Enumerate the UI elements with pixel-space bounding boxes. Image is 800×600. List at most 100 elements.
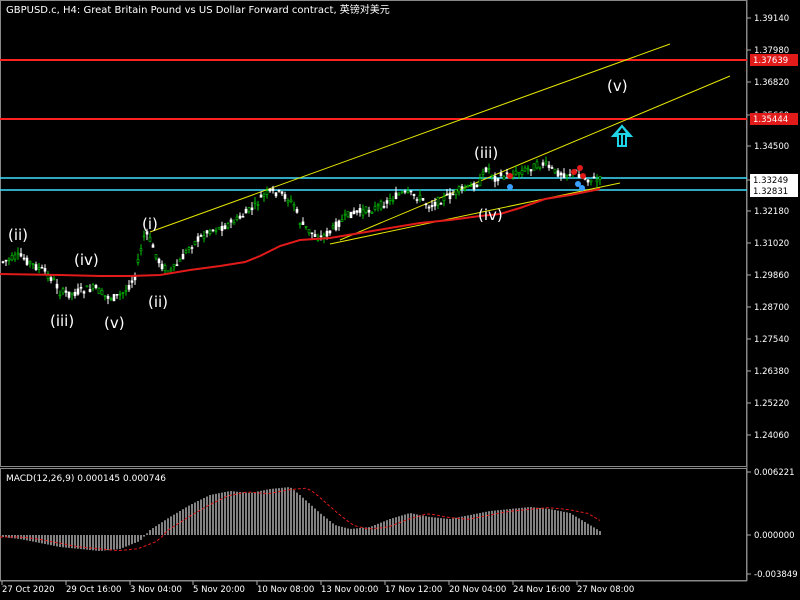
candle-body	[55, 283, 59, 289]
candle-body	[532, 163, 536, 171]
candle-body	[85, 285, 89, 288]
candle-body	[484, 167, 488, 172]
candle-body	[16, 252, 20, 255]
candle-body	[10, 254, 14, 261]
wave-label: (iii)	[474, 144, 498, 162]
candle-body	[133, 276, 137, 281]
candle-body	[163, 265, 167, 271]
candle-body	[460, 186, 464, 189]
macd-label: MACD(12,26,9) 0.000145 0.000746	[6, 474, 166, 484]
candle-body	[22, 257, 26, 260]
candle-body	[346, 211, 350, 218]
marker-icon	[507, 173, 513, 179]
time-tick-label: 20 Nov 04:00	[449, 585, 506, 595]
candle-body	[196, 236, 200, 242]
candle-body	[445, 193, 449, 196]
candle-body	[226, 223, 230, 229]
candle-body	[190, 247, 194, 249]
candle-body	[562, 173, 566, 178]
candle-body	[439, 203, 443, 205]
candle-body	[427, 206, 431, 209]
candle-body	[121, 292, 125, 294]
wave-label: (iii)	[50, 312, 74, 330]
candle-body	[94, 285, 98, 288]
candle-body	[187, 247, 191, 250]
candle-body	[424, 203, 428, 206]
marker-icon	[575, 181, 581, 187]
candle-body	[64, 290, 68, 293]
candle-body	[214, 230, 218, 233]
price-tick-label: 1.25220	[754, 399, 789, 409]
candle-body	[211, 229, 215, 232]
candle-body	[394, 192, 398, 199]
candle-body	[481, 171, 485, 175]
candle-body	[520, 170, 524, 175]
candle-body	[127, 284, 131, 290]
candle-body	[193, 240, 197, 245]
candle-body	[340, 219, 344, 222]
candle-body	[4, 259, 8, 262]
price-tag-label: 1.37639	[753, 56, 788, 66]
wave-label: (ii)	[8, 226, 28, 244]
candle-body	[157, 258, 161, 264]
candle-body	[514, 170, 518, 175]
time-tick-label: 29 Oct 16:00	[66, 585, 121, 595]
candle-body	[361, 209, 365, 216]
candle-body	[373, 206, 377, 210]
arrow-outline-icon	[610, 124, 634, 147]
wave-label: (ii)	[148, 293, 168, 311]
candle-body	[124, 290, 128, 292]
wave-label: (iv)	[478, 206, 503, 224]
candle-body	[154, 254, 158, 259]
candle-body	[334, 221, 338, 231]
candle-body	[40, 266, 44, 269]
macd-tick-label: 0.000000	[754, 531, 795, 541]
candle-body	[106, 295, 110, 299]
candle-body	[523, 167, 527, 172]
candle-body	[364, 206, 368, 213]
candle-body	[43, 268, 47, 272]
candle-body	[517, 172, 521, 175]
channel-upper-line[interactable]	[149, 43, 671, 233]
candle-body	[415, 199, 419, 201]
channel-lower-line[interactable]	[329, 182, 621, 245]
candle-body	[559, 172, 563, 176]
candle-body	[496, 178, 500, 182]
marker-icon	[580, 173, 586, 179]
macd-frame	[0, 468, 747, 581]
candle-body	[547, 164, 551, 168]
candle-body	[295, 208, 299, 213]
price-tag-label: 1.33249	[753, 176, 788, 186]
candlesticks	[1, 156, 602, 305]
candle-body	[298, 223, 302, 225]
candle-body	[538, 166, 542, 169]
candle-body	[382, 205, 386, 208]
candle-body	[400, 191, 404, 194]
candle-body	[19, 253, 23, 257]
candle-body	[385, 200, 389, 204]
candle-body	[217, 226, 221, 230]
candle-body	[487, 168, 491, 170]
candle-body	[403, 190, 407, 193]
candle-body	[397, 193, 401, 196]
candle-body	[109, 298, 113, 300]
channel-mid-line[interactable]	[339, 75, 731, 241]
candle-body	[421, 198, 425, 201]
candle-body	[184, 250, 188, 253]
candle-body	[61, 288, 65, 294]
macd-axis: 0.006221 0.000000 -0.003849	[747, 468, 798, 580]
candle-body	[463, 188, 467, 191]
moving-average-line	[0, 188, 601, 277]
price-axis: 1.391401.379801.368201.356601.345001.332…	[747, 14, 789, 441]
wave-labels: (ii) (iv) (iii) (v) (i) (ii) (iii) (iv) (v)	[8, 77, 628, 332]
wave-label: (v)	[104, 314, 125, 332]
candle-body	[565, 174, 569, 177]
candle-body	[541, 162, 545, 166]
candle-body	[241, 215, 245, 218]
candle-body	[304, 225, 308, 228]
candle-body	[367, 209, 371, 213]
candle-body	[457, 186, 461, 193]
candle-body	[499, 172, 503, 176]
marker-icon	[579, 185, 585, 191]
